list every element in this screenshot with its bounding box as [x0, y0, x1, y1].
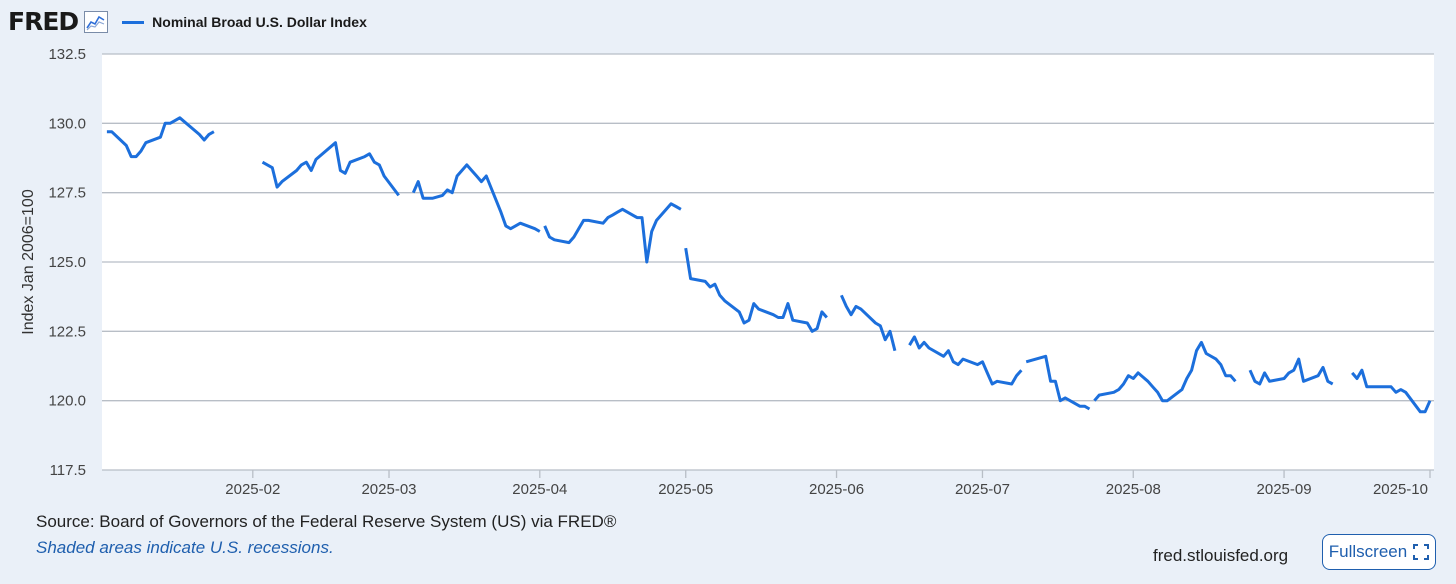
x-tick-label: 2025-02 [225, 481, 280, 498]
series-segment [684, 247, 828, 333]
x-tick-label: 2025-04 [512, 481, 567, 498]
x-tick-label: 2025-10 [1373, 481, 1428, 498]
x-axis-ticks: 2025-02 2025-03 2025-04 2025-05 2025-06 2025-… [225, 470, 1431, 498]
site-url: fred.stlouisfed.org [1153, 546, 1289, 565]
y-tick-label: 125.0 [48, 254, 86, 271]
legend-label: Nominal Broad U.S. Dollar Index [152, 14, 367, 30]
x-tick-label: 2025-08 [1106, 481, 1161, 498]
x-tick-label: 2025-05 [658, 481, 713, 498]
recession-note: Shaded areas indicate U.S. recessions. [36, 538, 334, 557]
y-tick-label: 122.5 [48, 323, 86, 340]
fullscreen-icon [1413, 544, 1430, 560]
y-tick-label: 120.0 [48, 393, 86, 410]
x-tick-label: 2025-09 [1257, 481, 1312, 498]
y-tick-label: 117.5 [50, 462, 86, 479]
series-segment [1025, 354, 1091, 411]
line-chart-icon[interactable] [84, 11, 109, 33]
series-segment [1248, 357, 1334, 386]
series-segment [261, 141, 400, 197]
line-chart: 132.5 130.0 127.5 125.0 122.5 120.0 117.5 2025… [20, 46, 1434, 498]
series-segment [908, 335, 1023, 386]
fred-logo[interactable]: FRED [8, 7, 79, 36]
series-segment [543, 202, 682, 264]
x-tick-label: 2025-03 [361, 481, 416, 498]
source-note: Source: Board of Governors of the Federa… [36, 512, 617, 531]
y-tick-label: 130.0 [48, 115, 86, 132]
series-line [106, 116, 1432, 414]
fullscreen-button[interactable]: Fullscreen [1322, 534, 1436, 570]
grid-lines [102, 53, 1434, 471]
chart-header: FRED Nominal Broad U.S. Dollar Index [8, 6, 367, 38]
y-axis-ticks: 132.5 130.0 127.5 125.0 122.5 120.0 117.5 [48, 46, 86, 479]
y-tick-label: 127.5 [48, 185, 86, 202]
x-tick-label: 2025-06 [809, 481, 864, 498]
legend-swatch [122, 20, 145, 24]
y-axis-title: Index Jan 2006=100 [20, 189, 37, 335]
x-tick-label: 2025-07 [955, 481, 1010, 498]
series-segment [1093, 340, 1237, 403]
y-tick-label: 132.5 [48, 46, 86, 63]
series-segment [106, 116, 215, 159]
series-segment [1351, 368, 1432, 414]
chart-legend: Nominal Broad U.S. Dollar Index [122, 14, 367, 30]
series-segment [411, 163, 541, 233]
fullscreen-label: Fullscreen [1328, 542, 1408, 561]
series-segment [840, 294, 897, 352]
